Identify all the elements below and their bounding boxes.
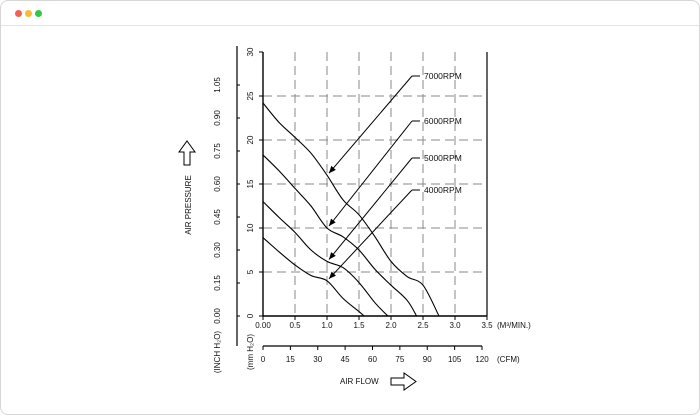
title-bar [1,1,699,26]
series-label-6000rpm: 6000RPM [424,116,462,126]
y-inch-tick-label: 0.30 [213,242,222,258]
leader-arrowhead [329,165,336,174]
x-tick-label: 3.0 [449,321,461,330]
y-inch-tick-label: 0.15 [213,275,222,291]
leader-arrowhead [329,271,336,279]
series-line-4000rpm [262,237,365,317]
y-axis-title: AIR PRESSURE [184,175,193,235]
grid [263,52,487,316]
y-mm-tick-label: 0 [246,313,255,318]
leader-line [328,189,413,280]
y-inch-tick-label: 0.60 [213,176,222,192]
labels: 7000RPM 6000RPM 5000RPM 4000RPM (M³/MIN.) (CF… [178,71,531,391]
leader-line [328,75,413,174]
x-tick-label: 1.0 [321,321,333,330]
cfm-tick-label: 45 [341,355,350,364]
y-mm-tick-label: 25 [246,91,255,100]
y-inch-tick-label: 1.05 [213,77,222,93]
right-arrow-icon [390,372,417,391]
x-tick-label: 1.5 [353,321,365,330]
up-arrow-icon [178,140,196,166]
curves [262,102,440,317]
cfm-tick-label: 75 [395,355,404,364]
x-axis-title: AIR FLOW [340,377,379,386]
cfm-tick-label: 30 [313,355,322,364]
series-line-5000rpm [262,201,389,317]
x-tick-label: 2.0 [385,321,397,330]
maximize-dot[interactable] [35,10,42,17]
y-inch-tick-label: 0.45 [213,209,222,225]
y-inch-tick-label: 0.90 [213,110,222,126]
leader-arrowhead [329,218,336,226]
y-mm-tick-label: 20 [246,135,255,144]
y-mm-tick-label: 10 [246,223,255,232]
x-tick-label: 2.5 [417,321,429,330]
close-dot[interactable] [15,10,22,17]
cfm-tick-label: 120 [475,355,489,364]
series-line-7000rpm [262,102,440,317]
y-inch-tick-label: 0.75 [213,143,222,159]
cfm-tick-label: 0 [261,355,266,364]
series-label-7000rpm: 7000RPM [424,71,462,81]
leader-arrowhead [329,252,336,260]
m3-unit-label: (M³/MIN.) [497,321,531,330]
leader-line [328,157,413,260]
y-mm-tick-label: 15 [246,179,255,188]
series-line-6000rpm [262,154,418,317]
cfm-tick-label: 60 [368,355,377,364]
cfm-tick-label: 15 [286,355,295,364]
y-inch-tick-label: 0.00 [213,308,222,324]
x-tick-label: 3.5 [481,321,493,330]
ticks: 0.00 0.5 1.0 1.5 2.0 2.5 3.0 3.5 0 15 30 45 60 75 90 10… [213,47,493,364]
cfm-tick-label: 105 [448,355,462,364]
leader-line [328,120,413,227]
series-label-5000rpm: 5000RPM [424,153,462,163]
series-label-4000rpm: 4000RPM [424,185,462,195]
y-mm-tick-label: 5 [246,269,255,274]
y-mm-tick-label: 30 [246,47,255,56]
minimize-dot[interactable] [25,10,32,17]
mm-h2o-label: (mm H₂O) [246,334,255,370]
x-tick-label: 0.00 [255,321,271,330]
plot-frame [236,46,488,346]
inch-h2o-label: (INCH H₂O) [213,331,222,374]
cfm-tick-label: 90 [423,355,432,364]
x-tick-label: 0.5 [289,321,301,330]
cfm-unit-label: (CFM) [497,355,520,364]
